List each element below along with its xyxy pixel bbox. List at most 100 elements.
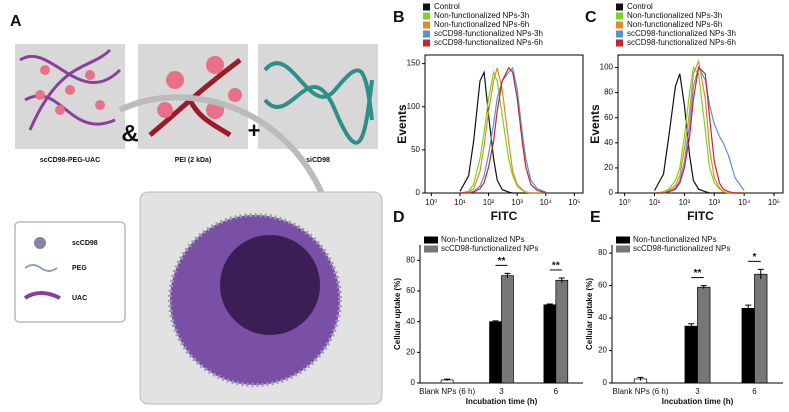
dna (263, 61, 374, 145)
y-tick-label: 0 (416, 188, 421, 197)
legend-label: scCD98-functionalized NPs-3h (434, 29, 543, 38)
y-axis-label: Events (395, 104, 409, 144)
legend-label: Control (627, 2, 653, 11)
x-tick-label: 10⁵ (568, 198, 580, 207)
legend-label: Non-functionalized NPs-6h (627, 20, 722, 29)
legend-label: scCD98 (72, 240, 98, 247)
x-tick-label: 10⁵ (768, 198, 780, 207)
x-tick-label: 10¹ (649, 198, 661, 207)
y-tick-label: 60 (406, 286, 415, 295)
panel-a: A scCD98-PEG-UAC PEI (2 kDa) siCD98 & + … (10, 13, 383, 405)
legend-label: Non-functionalized NPs-3h (434, 11, 529, 20)
x-tick-label: 10³ (708, 198, 720, 207)
label: scCD98-PEG-UAC (40, 157, 100, 164)
legend-swatch (616, 236, 630, 244)
legend-label: Non-functionalized NPs-3h (627, 11, 722, 20)
legend-swatch (616, 3, 623, 11)
y-axis-label: Cellular uptake (%) (393, 278, 402, 350)
significance: ** (552, 261, 560, 272)
panel-letter: C (585, 9, 597, 26)
legend-label: scCD98-functionalized NPs (633, 244, 730, 253)
legend-swatch (616, 12, 623, 20)
joiner: & (121, 120, 138, 147)
x-axis-label: Incubation time (h) (466, 397, 538, 406)
y-tick-label: 100 (407, 102, 421, 111)
legend-label: scCD98-functionalized NPs-6h (434, 38, 543, 47)
error-bar (546, 303, 553, 306)
histogram-line (459, 67, 546, 194)
y-tick-label: 100 (600, 63, 614, 72)
beads (35, 65, 105, 115)
legend-swatch (616, 245, 630, 253)
legend-box (14, 221, 126, 323)
legend-swatch (616, 21, 623, 29)
error-bar (444, 378, 451, 381)
significance: * (753, 252, 757, 263)
histogram-line (654, 59, 745, 194)
error-bar (492, 320, 499, 323)
legend-swatch (616, 30, 623, 38)
significance: ** (498, 256, 506, 267)
y-tick-label: 80 (604, 88, 613, 97)
x-axis-label: FITC (491, 209, 518, 223)
legend-label: PEG (72, 265, 87, 272)
histogram-line (653, 73, 745, 194)
panel-letter: B (393, 9, 405, 26)
x-tick-label: 10² (483, 198, 495, 207)
bar (741, 307, 755, 384)
legend-label: Control (434, 2, 460, 11)
y-tick-label: 80 (406, 255, 415, 264)
panel-letter: A (10, 13, 22, 30)
legend-label: scCD98-functionalized NPs-3h (627, 29, 736, 38)
core (220, 235, 320, 335)
y-tick-label: 0 (411, 378, 416, 387)
legend-swatch (616, 39, 623, 47)
legend-swatch (423, 30, 430, 38)
x-tick-label: 10⁰ (425, 198, 437, 207)
error-bar (558, 277, 565, 283)
legend-swatch (424, 236, 438, 244)
legend-swatch (423, 21, 430, 29)
histogram-line (654, 65, 745, 194)
y-axis-label: Cellular uptake (%) (585, 278, 594, 350)
legend-swatch (423, 39, 430, 47)
x-tick-label: 10² (679, 198, 691, 207)
bar (489, 321, 502, 384)
legend-label: UAC (72, 295, 87, 302)
x-axis-label: FITC (687, 209, 714, 223)
y-tick-label: 0 (609, 188, 614, 197)
y-tick-label: 0 (603, 378, 608, 387)
beads (157, 56, 242, 119)
legend-swatch (423, 12, 430, 20)
bar (684, 325, 698, 384)
histogram-line (654, 66, 745, 194)
y-tick-label: 20 (406, 347, 415, 356)
y-tick-label: 80 (598, 248, 607, 257)
bar (697, 286, 711, 384)
error-bar (745, 304, 752, 312)
legend-label: Non-functionalized NPs (633, 235, 717, 244)
histogram-line (460, 66, 546, 194)
y-tick-label: 20 (604, 163, 613, 172)
y-tick-label: 50 (411, 145, 420, 154)
legend-swatch (423, 3, 430, 11)
bar (501, 275, 514, 384)
legend-swatch (424, 245, 438, 253)
error-bar (700, 285, 707, 289)
x-tick-label: 3 (695, 387, 700, 396)
error-bar (757, 268, 764, 280)
y-tick-label: 20 (598, 346, 607, 355)
y-tick-label: 150 (407, 59, 421, 68)
joiner: + (248, 118, 261, 143)
legend-icon (34, 237, 46, 249)
histogram-line (654, 66, 745, 194)
plot-frame (424, 54, 584, 194)
y-tick-label: 40 (598, 313, 607, 322)
error-bar (637, 376, 644, 381)
x-tick-label: 3 (499, 387, 504, 396)
label: siCD98 (306, 157, 330, 164)
plot-frame (617, 54, 784, 194)
legend-icon (23, 291, 61, 300)
label: PEI (2 kDa) (175, 157, 212, 164)
